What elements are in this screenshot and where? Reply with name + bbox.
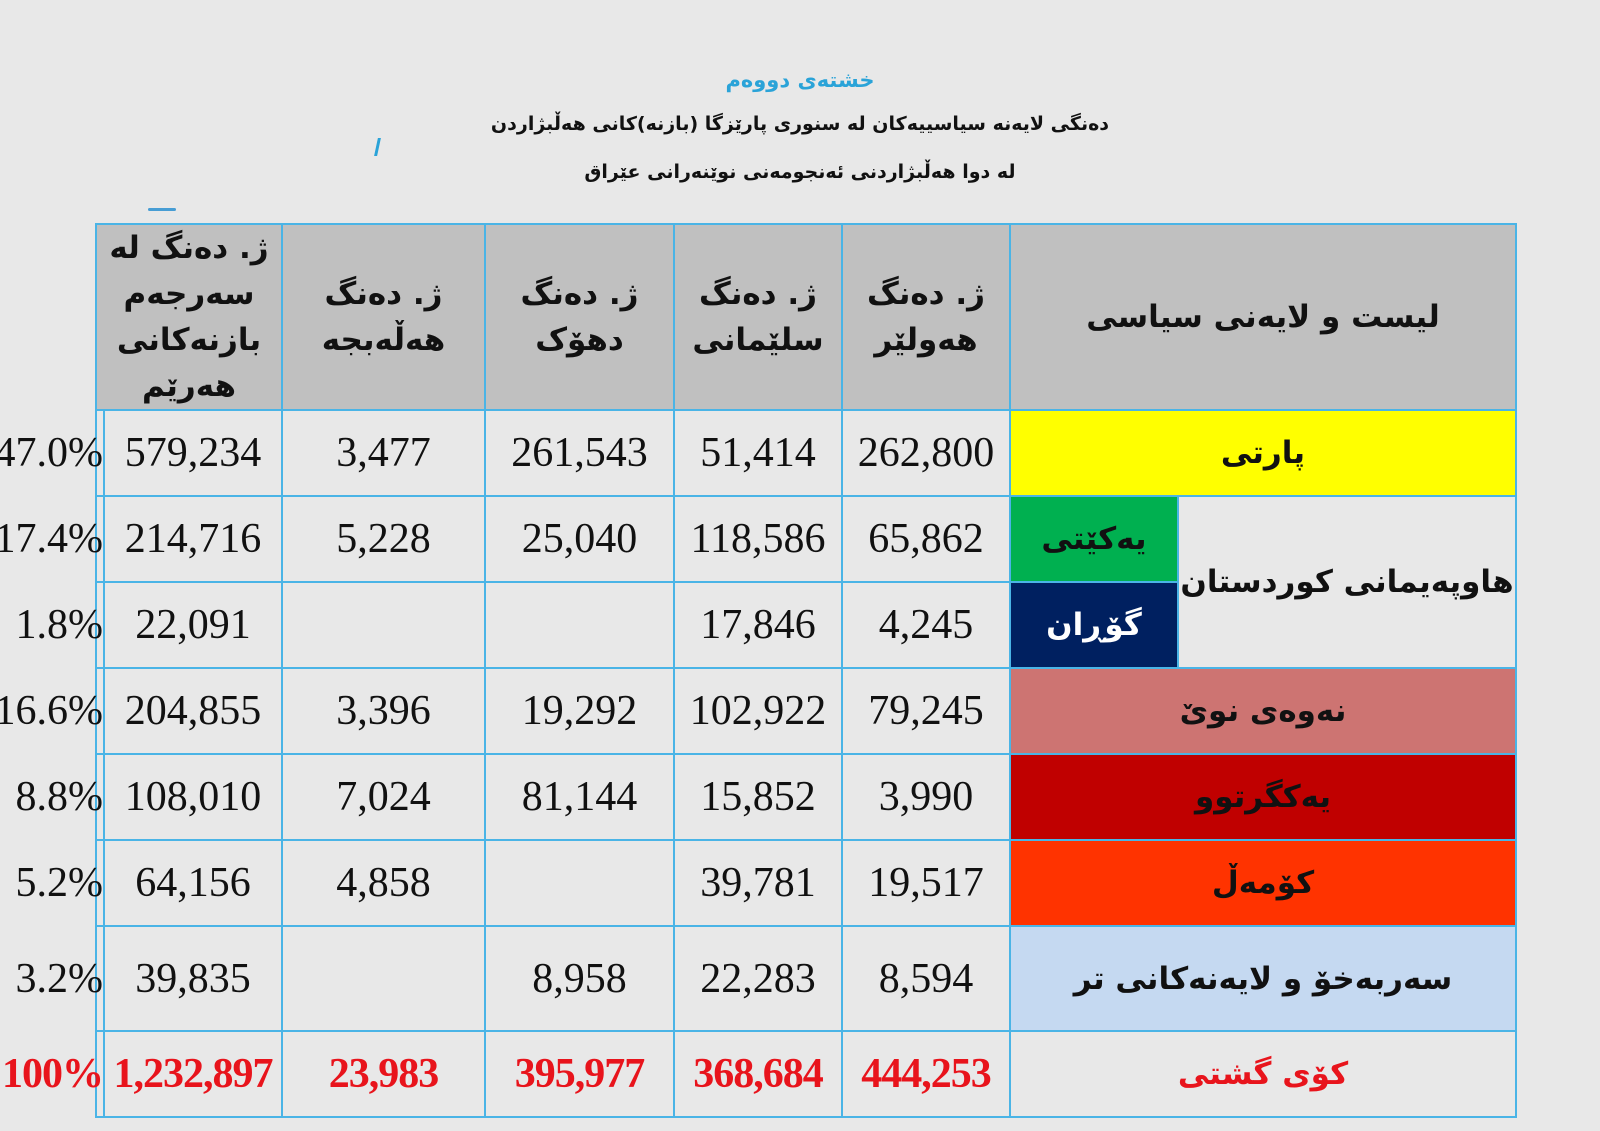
cell-sulaymaniyah: 22,283 bbox=[673, 925, 843, 1032]
cell-total: 64,156 bbox=[103, 839, 283, 927]
cell-sulaymaniyah: 39,781 bbox=[673, 839, 843, 927]
cell-total: 204,855 bbox=[103, 667, 283, 755]
party-puk: یەکێتی bbox=[1009, 495, 1179, 583]
party-independents-others: سەربەخۆ و لایەنەکانی تر bbox=[1009, 925, 1517, 1032]
cell-total: 22,091 bbox=[103, 581, 283, 669]
total-sulaymaniyah: 368,684 bbox=[673, 1030, 843, 1118]
cell-duhok: 19,292 bbox=[484, 667, 675, 755]
party-kdp: پارتی bbox=[1009, 409, 1517, 497]
table-row: گۆڕان 4,245 17,846 22,091 1.8% bbox=[16, 581, 1516, 669]
cell-percent: 47.0% bbox=[0, 409, 105, 497]
cell-erbil: 4,245 bbox=[841, 581, 1011, 669]
cell-sulaymaniyah: 51,414 bbox=[673, 409, 843, 497]
table-title-line1: دەنگی لایەنە سیاسییەکان لە سنوری پارێزگا… bbox=[490, 113, 1110, 135]
header-party: لیست و لایەنی سیاسی bbox=[1009, 223, 1517, 411]
cell-halabja: 7,024 bbox=[281, 753, 486, 841]
cell-halabja: 4,858 bbox=[281, 839, 486, 927]
table-heading: خشتەی دووەم bbox=[725, 68, 875, 92]
cell-total: 214,716 bbox=[103, 495, 283, 583]
table-title-line2: لە دوا هەڵبژاردنی ئەنجومەنی نوێنەرانی عێ… bbox=[584, 161, 1016, 183]
cell-duhok: 261,543 bbox=[484, 409, 675, 497]
cell-erbil: 3,990 bbox=[841, 753, 1011, 841]
cell-duhok bbox=[484, 839, 675, 927]
cell-erbil: 65,862 bbox=[841, 495, 1011, 583]
cell-percent: 5.2% bbox=[16, 839, 105, 927]
cell-duhok bbox=[484, 581, 675, 669]
alliance-label: هاوپەیمانی کوردستان bbox=[1177, 495, 1517, 669]
cell-percent: 8.8% bbox=[16, 753, 105, 841]
cell-duhok: 25,040 bbox=[484, 495, 675, 583]
cell-erbil: 262,800 bbox=[841, 409, 1011, 497]
party-kiu: یەکگرتوو bbox=[1009, 753, 1517, 841]
cell-total: 579,234 bbox=[103, 409, 283, 497]
party-gorran: گۆڕان bbox=[1009, 581, 1179, 669]
header-sulaymaniyah: ژ. دەنگ سلێمانی bbox=[673, 223, 843, 411]
cell-erbil: 8,594 bbox=[841, 925, 1011, 1032]
title-block: خشتەی دووەم دەنگی لایەنە سیاسییەکان لە س… bbox=[0, 62, 1600, 194]
total-duhok: 395,977 bbox=[484, 1030, 675, 1118]
cell-percent: 3.2% bbox=[16, 925, 105, 1032]
cell-erbil: 19,517 bbox=[841, 839, 1011, 927]
total-row: کۆی گشتی 444,253 368,684 395,977 23,983 … bbox=[2, 1030, 1517, 1118]
total-label: کۆی گشتی bbox=[1009, 1030, 1517, 1118]
party-new-generation: نەوەی نوێ bbox=[1009, 667, 1517, 755]
table-row: نەوەی نوێ 79,245 102,922 19,292 3,396 20… bbox=[0, 667, 1517, 755]
cell-halabja bbox=[281, 581, 486, 669]
table-row: کۆمەڵ 19,517 39,781 4,858 64,156 5.2% bbox=[16, 839, 1517, 927]
table-row: پارتی 262,800 51,414 261,543 3,477 579,2… bbox=[0, 409, 1517, 497]
cell-duhok: 81,144 bbox=[484, 753, 675, 841]
party-komal: کۆمەڵ bbox=[1009, 839, 1517, 927]
total-erbil: 444,253 bbox=[841, 1030, 1011, 1118]
cell-percent: 1.8% bbox=[16, 581, 105, 669]
header-duhok: ژ. دەنگ دهۆک bbox=[484, 223, 675, 411]
header-region-total: ژ. دەنگ لە سەرجەم بازنەکانی هەرێم bbox=[95, 223, 283, 411]
cell-halabja: 3,477 bbox=[281, 409, 486, 497]
cell-erbil: 79,245 bbox=[841, 667, 1011, 755]
header-erbil: ژ. دەنگ هەولێر bbox=[841, 223, 1011, 411]
decorative-mark bbox=[148, 208, 176, 211]
total-region: 1,232,897 bbox=[103, 1030, 283, 1118]
cell-halabja: 3,396 bbox=[281, 667, 486, 755]
header-halabja: ژ. دەنگ هەڵەبجە bbox=[281, 223, 486, 411]
table-row: هاوپەیمانی کوردستان یەکێتی 65,862 118,58… bbox=[0, 495, 1517, 669]
cell-total: 39,835 bbox=[103, 925, 283, 1032]
cell-sulaymaniyah: 17,846 bbox=[673, 581, 843, 669]
votes-table: لیست و لایەنی سیاسی ژ. دەنگ هەولێر ژ. دە… bbox=[0, 223, 1517, 1118]
cell-percent: 16.6% bbox=[0, 667, 105, 755]
table-row: سەربەخۆ و لایەنەکانی تر 8,594 22,283 8,9… bbox=[16, 925, 1517, 1032]
cell-percent: 17.4% bbox=[0, 495, 105, 583]
cell-sulaymaniyah: 15,852 bbox=[673, 753, 843, 841]
cell-halabja bbox=[281, 925, 486, 1032]
cell-halabja: 5,228 bbox=[281, 495, 486, 583]
total-halabja: 23,983 bbox=[281, 1030, 486, 1118]
cell-total: 108,010 bbox=[103, 753, 283, 841]
total-percent: 100% bbox=[2, 1030, 105, 1118]
cell-sulaymaniyah: 118,586 bbox=[673, 495, 843, 583]
table-row: یەکگرتوو 3,990 15,852 81,144 7,024 108,0… bbox=[16, 753, 1517, 841]
cell-sulaymaniyah: 102,922 bbox=[673, 667, 843, 755]
cell-duhok: 8,958 bbox=[484, 925, 675, 1032]
header-row: لیست و لایەنی سیاسی ژ. دەنگ هەولێر ژ. دە… bbox=[95, 223, 1517, 411]
